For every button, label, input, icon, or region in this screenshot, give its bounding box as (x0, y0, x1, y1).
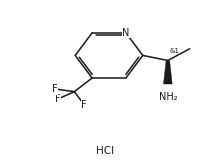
Text: NH₂: NH₂ (158, 92, 177, 102)
Text: HCl: HCl (95, 146, 114, 156)
Text: &1: &1 (170, 48, 180, 54)
Text: N: N (122, 28, 129, 38)
Text: F: F (54, 94, 60, 104)
Polygon shape (164, 60, 172, 84)
Text: F: F (81, 100, 87, 110)
Text: F: F (52, 84, 58, 94)
